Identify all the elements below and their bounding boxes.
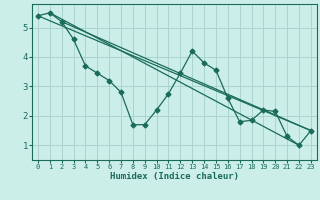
X-axis label: Humidex (Indice chaleur): Humidex (Indice chaleur) [110, 172, 239, 181]
